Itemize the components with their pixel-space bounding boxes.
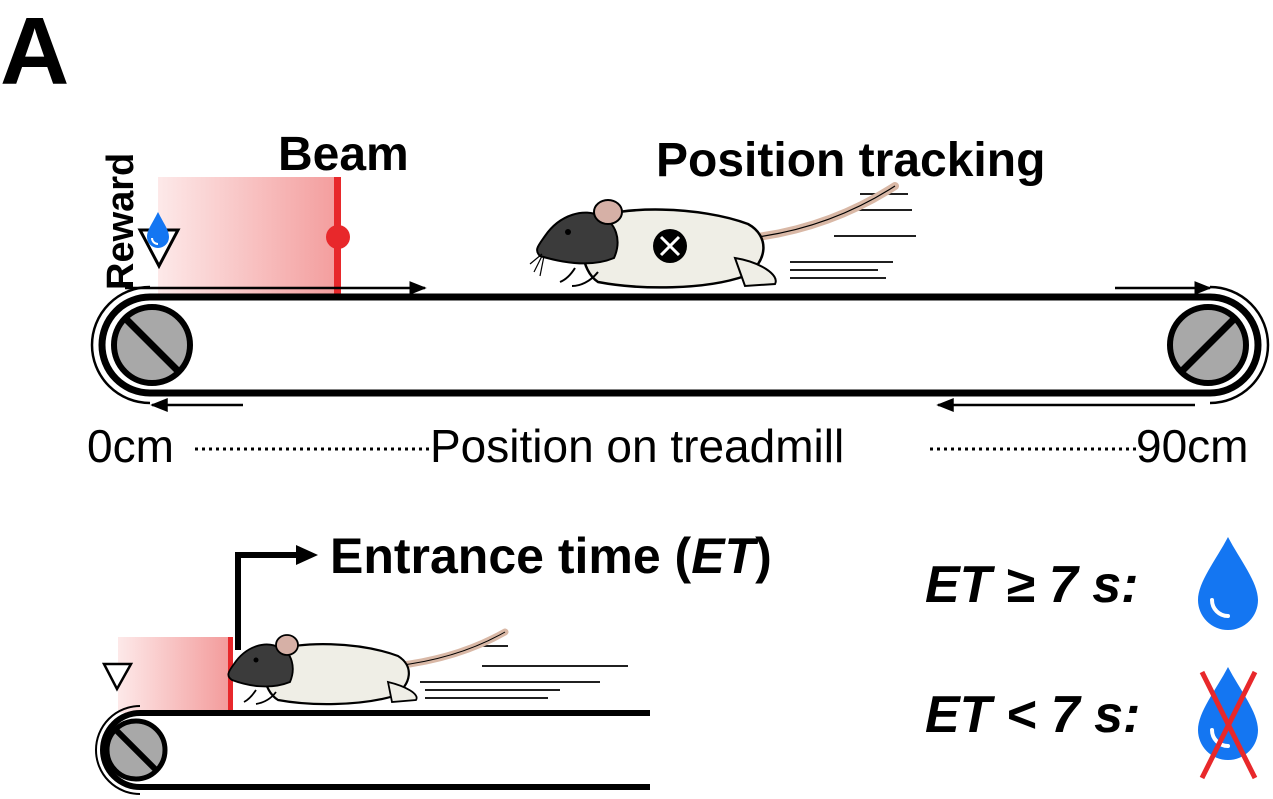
tracking-marker-icon	[653, 229, 687, 263]
reward-label: Reward	[100, 153, 142, 290]
panel-label: A	[0, 0, 69, 105]
axis-title: Position on treadmill	[430, 420, 844, 472]
position-tracking-label: Position tracking	[656, 134, 1045, 187]
belt-rim-right	[1209, 285, 1270, 405]
reward-port-icon	[101, 662, 134, 692]
entrance-time-title: Entrance time (ET)	[330, 528, 772, 584]
beam-zone	[118, 637, 228, 713]
roller-right-icon	[1167, 304, 1249, 386]
roller-left-icon	[111, 304, 193, 386]
bottom-treadmill: Entrance time (ET)	[95, 528, 772, 795]
reward-drop-icon	[1198, 537, 1258, 630]
belt-rim-left	[90, 285, 151, 405]
position-axis: 0cm Position on treadmill 90cm	[87, 420, 1248, 472]
top-treadmill: Reward Beam Position tracking	[87, 128, 1270, 472]
rat-icon	[529, 182, 916, 289]
belt	[98, 293, 1262, 397]
belt-rim-left	[95, 705, 141, 795]
axis-end-label: 90cm	[1136, 420, 1248, 472]
belt	[100, 710, 650, 790]
reward-rule-unmet: ET < 7 s:	[925, 667, 1258, 780]
entrance-arrow	[235, 552, 310, 650]
beam-label: Beam	[278, 128, 409, 181]
reward-rule-met: ET ≥ 7 s:	[925, 537, 1258, 630]
rat-icon	[227, 628, 628, 706]
axis-start-label: 0cm	[87, 420, 174, 472]
beam-zone	[158, 177, 340, 297]
rule-text: ET ≥ 7 s:	[925, 556, 1139, 614]
roller-left-icon	[104, 718, 168, 782]
no-reward-drop-icon	[1198, 667, 1258, 780]
beam-sensor-dot	[326, 225, 350, 249]
rule-text: ET < 7 s:	[925, 686, 1140, 744]
